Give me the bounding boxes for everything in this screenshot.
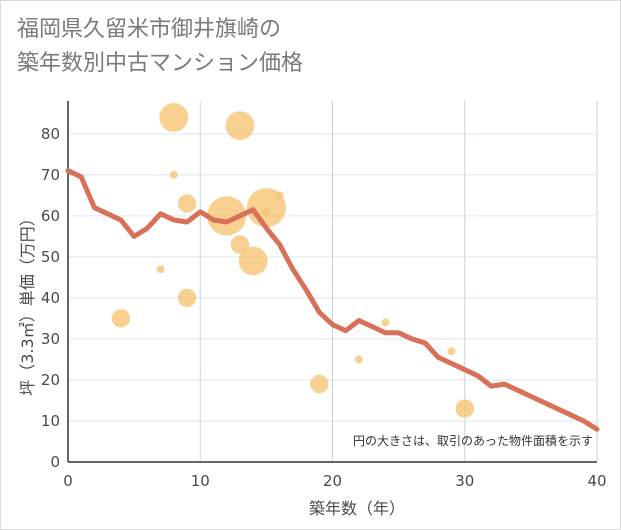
x-tick-label: 20 (323, 472, 342, 490)
data-bubble (262, 207, 271, 216)
y-tick-label: 20 (41, 371, 60, 389)
data-bubble (230, 235, 250, 254)
data-bubble (156, 265, 165, 274)
y-tick-label: 70 (41, 166, 60, 184)
x-tick-label: 30 (455, 472, 474, 490)
trend-line-layer (65, 168, 600, 432)
data-bubble (447, 347, 456, 356)
y-tick-label: 30 (41, 330, 60, 348)
grid-lines (67, 101, 598, 463)
average-price-line (65, 168, 600, 432)
data-bubble (177, 194, 197, 213)
data-bubble (354, 355, 363, 364)
bubble-size-note: 円の大きさは、取引のあった物件面積を示す (353, 433, 593, 448)
tick-labels: 0 10 20 30 40 50 60 70 80 0 10 20 30 40 (41, 125, 607, 490)
data-bubble (159, 103, 189, 132)
chart-title: 福岡県久留米市御井旗崎の 築年数別中古マンション価格 (17, 13, 303, 81)
x-tick-label: 10 (191, 472, 210, 490)
x-tick-label: 40 (587, 472, 606, 490)
y-tick-label: 50 (41, 248, 60, 266)
data-bubble (381, 318, 390, 327)
data-bubble (169, 170, 178, 179)
x-axis-label: 築年数（年） (309, 499, 405, 518)
y-tick-label: 10 (41, 412, 60, 430)
y-tick-label: 40 (41, 289, 60, 307)
x-tick-label: 0 (63, 472, 73, 490)
data-bubble (238, 246, 268, 276)
data-bubble (275, 191, 284, 200)
chart-title-line1: 福岡県久留米市御井旗崎の (17, 17, 282, 42)
bubble-layer (111, 103, 474, 418)
y-axis-label: 坪（3.3㎡）単価（万円） (18, 210, 37, 395)
y-tick-label: 80 (41, 125, 60, 143)
data-bubble (111, 309, 131, 328)
y-tick-label: 60 (41, 207, 60, 225)
chart-title-line2: 築年数別中古マンション価格 (17, 51, 304, 76)
data-bubble (207, 196, 247, 236)
y-tick-label: 0 (50, 453, 60, 471)
data-bubble (310, 374, 329, 394)
data-bubble (177, 288, 197, 308)
data-bubble (225, 111, 255, 141)
data-bubble (455, 399, 474, 418)
